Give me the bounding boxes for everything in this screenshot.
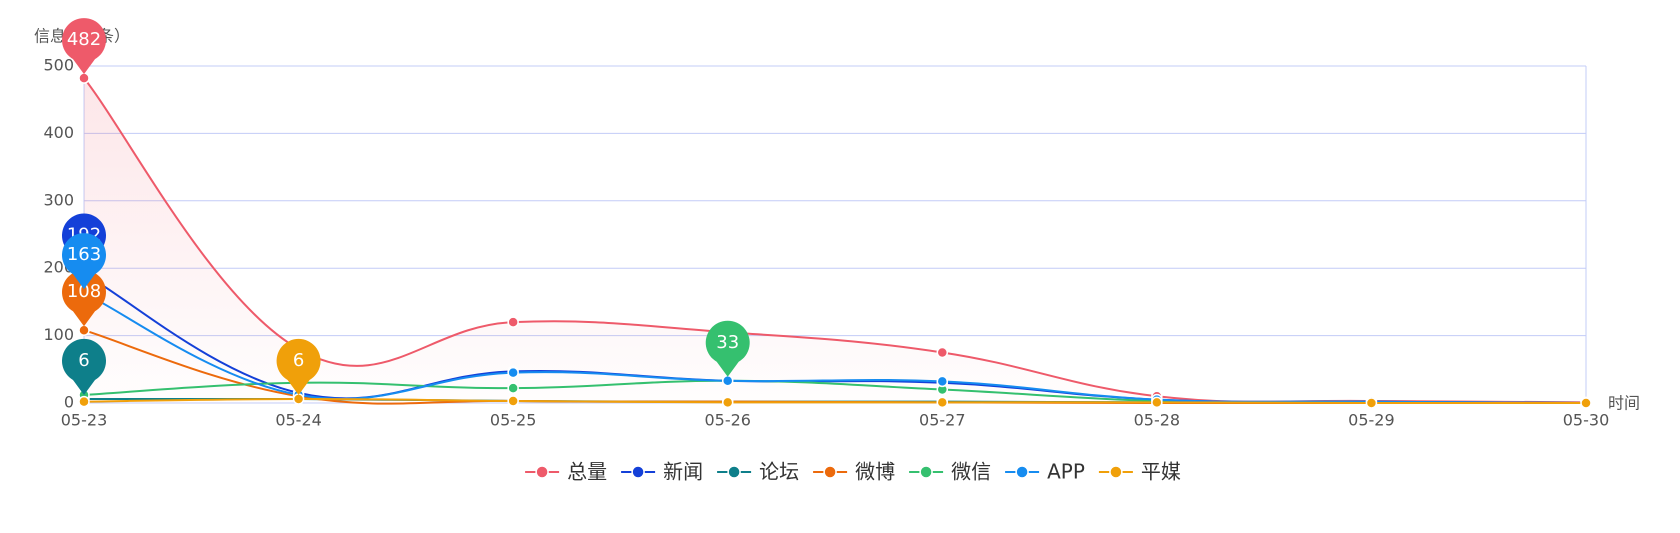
series-line (83, 397, 1587, 405)
data-point (78, 324, 90, 336)
x-tick-label: 05-25 (490, 411, 537, 430)
legend-label: 论坛 (759, 460, 799, 484)
data-point (507, 366, 519, 379)
legend: 总量 新闻 论坛 微博 微信 APP 平媒 (525, 460, 1181, 484)
data-point (507, 395, 519, 407)
max-pin (62, 233, 107, 290)
legend-marker (727, 465, 741, 479)
series-line (83, 292, 1587, 404)
data-point (292, 393, 305, 405)
legend-marker (1109, 465, 1123, 479)
data-point (78, 72, 90, 84)
max-pin-label: 108 (67, 281, 101, 302)
x-axis-label: 时间 (1608, 394, 1640, 413)
legend-marker (631, 465, 645, 479)
data-point (936, 396, 949, 409)
legend-label: 平媒 (1141, 460, 1181, 484)
data-point (936, 375, 949, 388)
area (84, 78, 1586, 403)
y-tick-label: 0 (64, 393, 74, 412)
x-tick-label: 05-28 (1134, 411, 1181, 430)
max-pin (705, 320, 750, 377)
data-point (507, 316, 519, 328)
max-pin (62, 18, 107, 75)
data-point (936, 346, 949, 359)
data-point (507, 382, 519, 394)
x-tick-label: 05-29 (1348, 411, 1395, 430)
legend-marker (535, 465, 549, 479)
data-point (721, 375, 734, 387)
max-pin-label: 33 (716, 332, 739, 353)
max-pin (62, 270, 107, 327)
max-pin-label: 163 (67, 244, 101, 265)
legend-marker (1015, 465, 1029, 479)
legend-label: 新闻 (663, 460, 703, 484)
max-pin (276, 338, 321, 395)
data-point (1580, 397, 1592, 409)
legend-marker (919, 465, 933, 479)
max-pin (61, 338, 106, 395)
data-point (78, 395, 90, 408)
data-point (1151, 396, 1163, 409)
legend-label: 总量 (567, 460, 607, 484)
legend-marker (823, 465, 837, 479)
x-tick-label: 05-23 (61, 411, 108, 430)
max-pin-label: 6 (78, 350, 89, 371)
legend-label: APP (1047, 460, 1085, 484)
max-pin-label: 482 (67, 29, 101, 50)
legend-label: 微博 (855, 460, 895, 484)
x-tick-label: 05-24 (275, 411, 322, 430)
y-tick-label: 100 (43, 325, 74, 344)
data-point (1365, 397, 1378, 409)
x-tick-label: 05-27 (919, 411, 966, 430)
x-tick-label: 05-30 (1563, 411, 1610, 430)
legend-label: 微信 (951, 460, 991, 484)
y-tick-label: 300 (43, 190, 74, 209)
x-tick-label: 05-26 (704, 411, 751, 430)
max-pin-label: 6 (293, 350, 304, 371)
y-tick-label: 500 (43, 56, 74, 75)
y-tick-label: 400 (43, 123, 74, 142)
data-point (721, 396, 734, 409)
